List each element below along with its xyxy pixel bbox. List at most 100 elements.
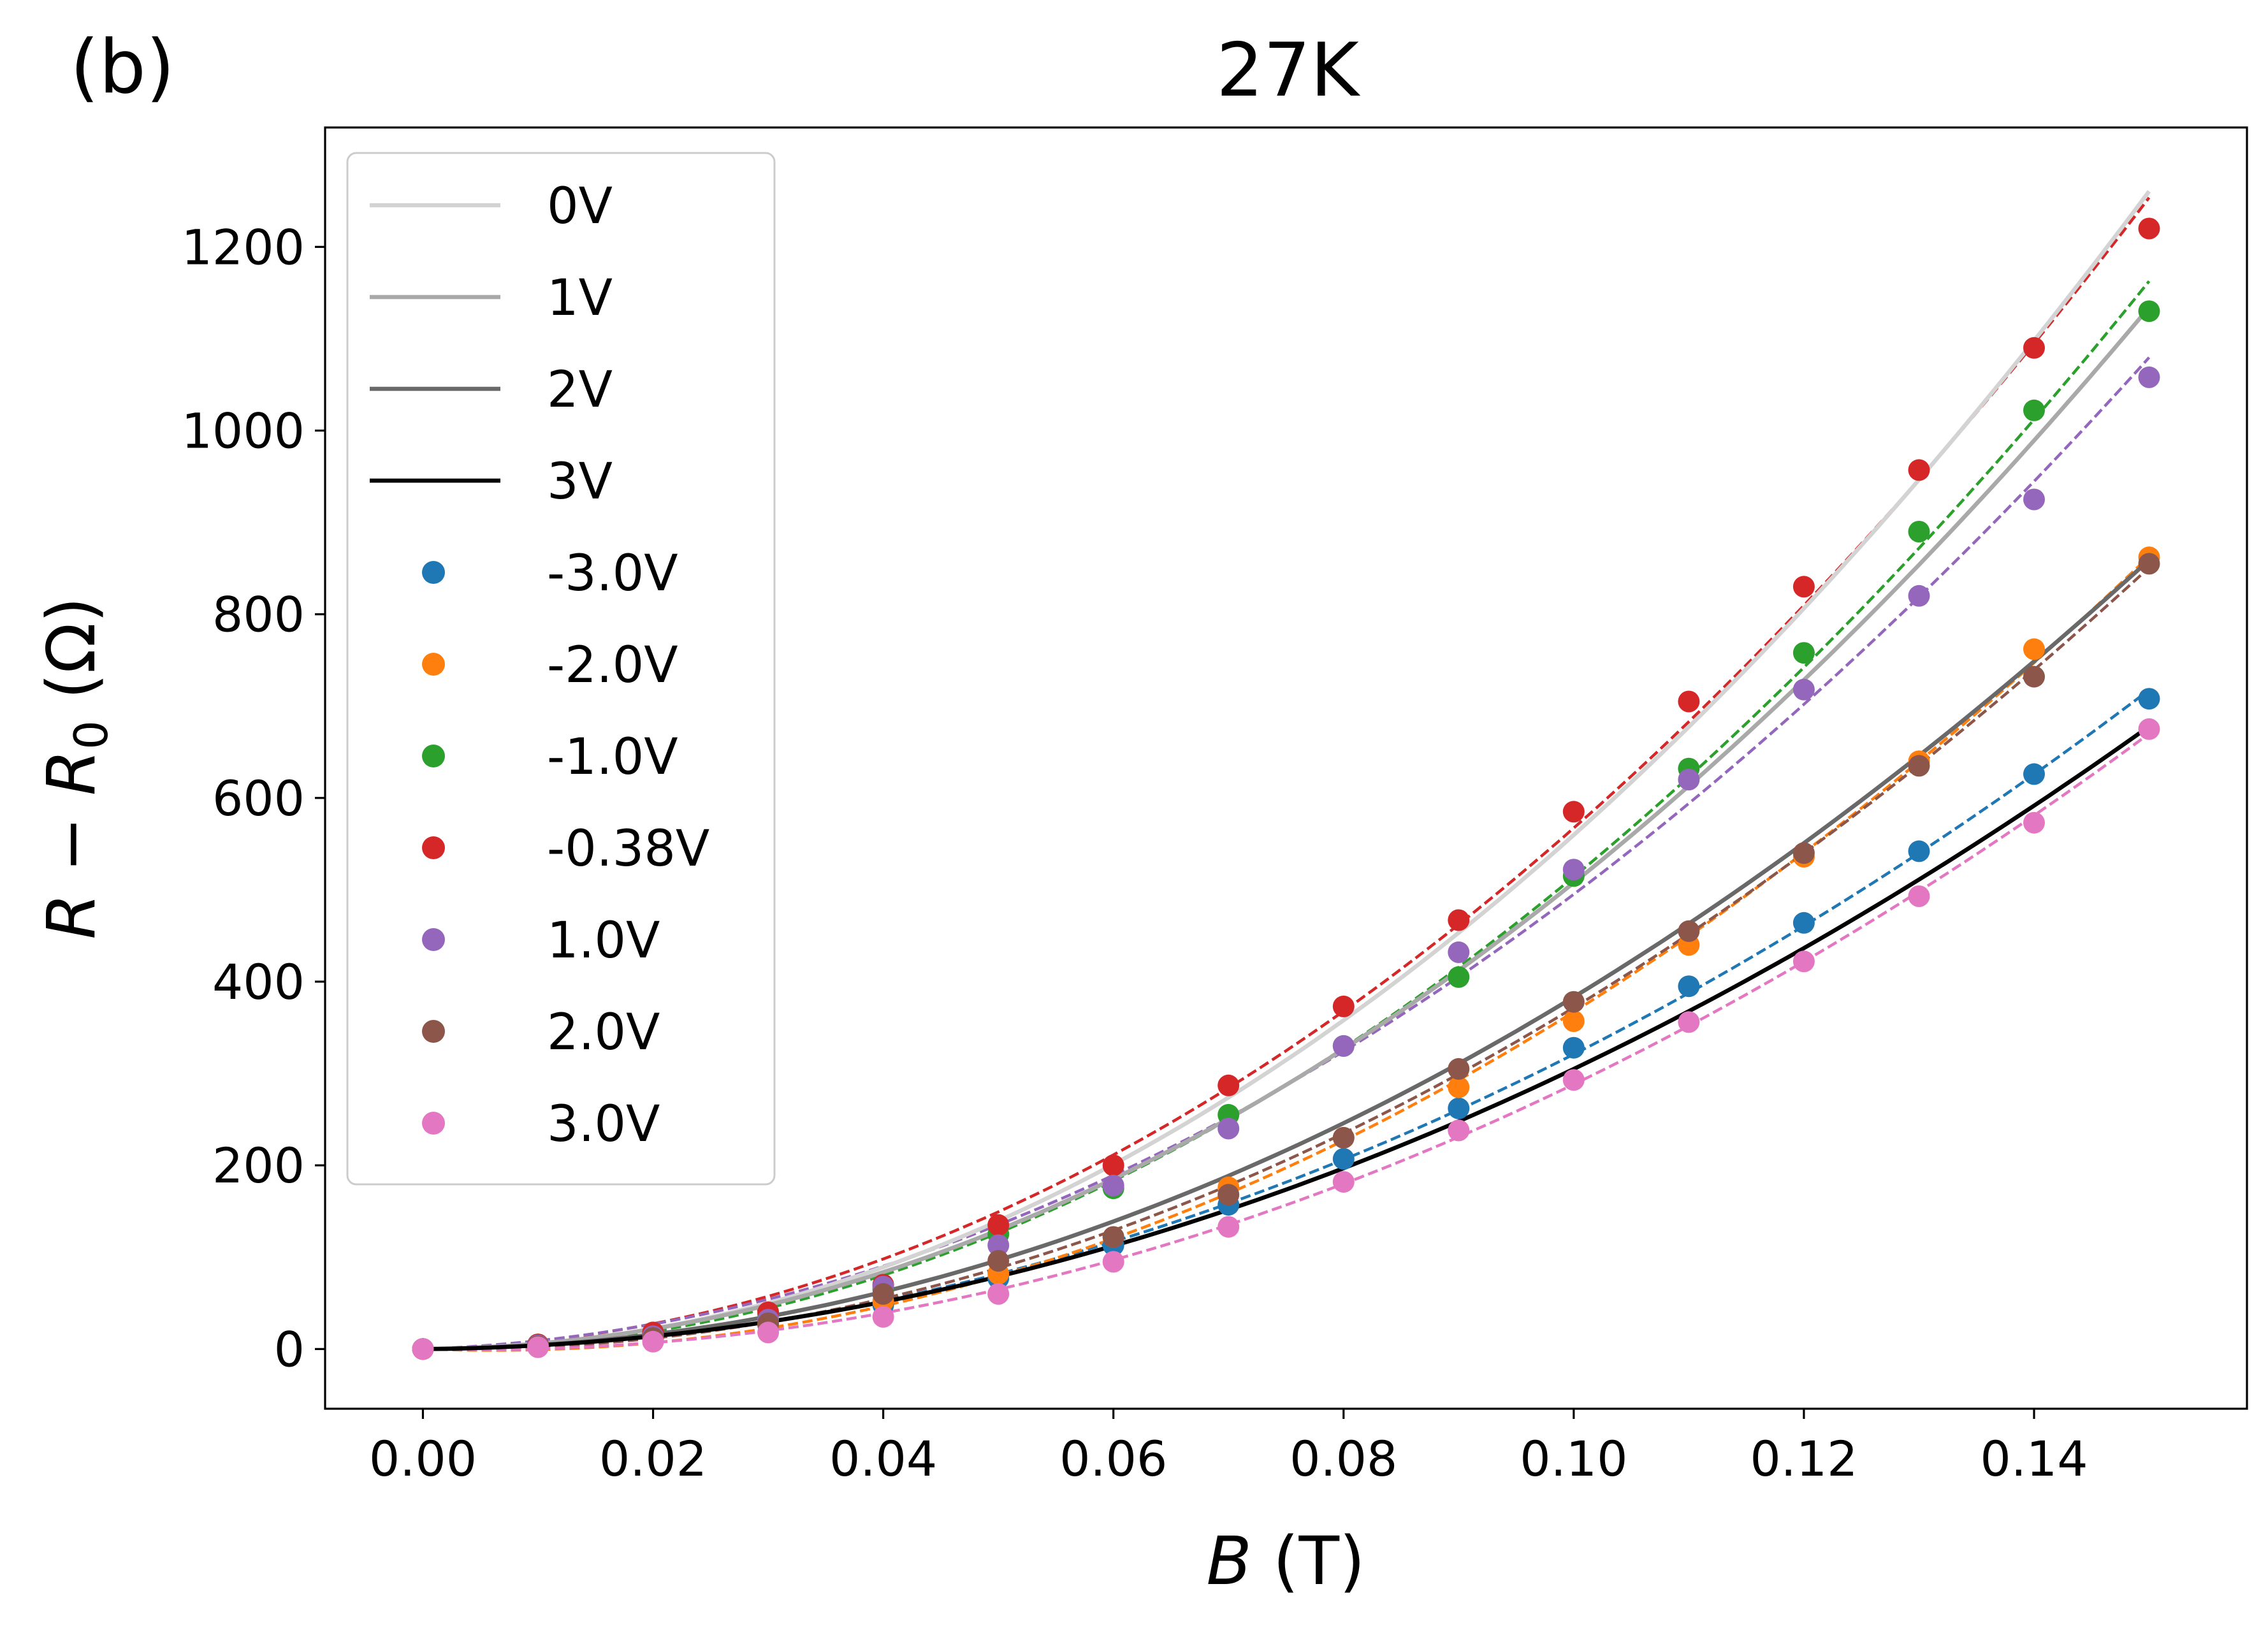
point-m2p0v [2023, 638, 2045, 660]
legend-label-3p0v: 3.0V [547, 1096, 660, 1153]
point-2p0v [2023, 665, 2045, 688]
point-m3p0v [1792, 912, 1815, 934]
point-m0p38v [2138, 217, 2160, 240]
point-m2p0v [1562, 1010, 1585, 1032]
legend-label-1v: 1V [547, 270, 613, 327]
y-axis-var: R [33, 893, 110, 939]
point-2p0v [1792, 842, 1815, 864]
point-3p0v [2138, 718, 2160, 740]
point-1p0v [2023, 488, 2045, 511]
point-m3p0v [2138, 688, 2160, 710]
point-m1p0v [1448, 966, 1470, 988]
curve-2v [423, 558, 2151, 1351]
y-tick-label: 1200 [182, 219, 305, 275]
point-3p0v [642, 1330, 664, 1353]
legend-marker-m0p38v [422, 836, 445, 859]
x-tick-label: 0.12 [1750, 1430, 1857, 1487]
point-2p0v [872, 1283, 894, 1305]
point-m3p0v [2023, 763, 2045, 785]
curve-3v [423, 724, 2151, 1351]
y-tick-label: 600 [212, 770, 305, 827]
point-m0p38v [1332, 995, 1355, 1017]
point-2p0v [1678, 920, 1700, 942]
y-axis-label: R − R0 (Ω) [33, 597, 118, 939]
point-m0p38v [1792, 576, 1815, 598]
point-m0p38v [1102, 1154, 1124, 1177]
model-curves [423, 190, 2151, 1351]
y-tick-label: 200 [212, 1137, 305, 1194]
y-axis-unit: (Ω) [33, 597, 110, 720]
point-3p0v [1102, 1251, 1124, 1273]
point-1p0v [1218, 1117, 1240, 1140]
point-1p0v [1448, 941, 1470, 963]
point-1p0v [1792, 678, 1815, 701]
legend-frame [346, 152, 776, 1186]
point-m3p0v [1678, 975, 1700, 998]
point-1p0v [1562, 859, 1585, 881]
legend-marker-m2p0v [422, 653, 445, 676]
x-axis-var: B [1206, 1522, 1251, 1600]
point-m0p38v [1562, 801, 1585, 823]
point-m1p0v [1792, 642, 1815, 664]
point-2p0v [2138, 553, 2160, 575]
legend-label-m3p0v: -3.0V [547, 545, 678, 602]
point-1p0v [1908, 585, 1930, 607]
x-tick-label: 0.00 [369, 1430, 477, 1487]
legend-marker-1p0v [422, 928, 445, 951]
curve-1v [423, 305, 2151, 1351]
y-axis-subscript: 0 [64, 720, 118, 750]
x-tick-label: 0.14 [1980, 1430, 2088, 1487]
point-1p0v [2138, 366, 2160, 388]
y-tick-label: 800 [212, 586, 305, 643]
x-tick-label: 0.04 [829, 1430, 937, 1487]
fit-line-3p0v [423, 732, 2150, 1351]
point-3p0v [412, 1338, 434, 1360]
point-3p0v [1218, 1216, 1240, 1238]
point-m3p0v [1448, 1097, 1470, 1119]
legend-marker-m1p0v [422, 745, 445, 767]
point-m0p38v [2023, 337, 2045, 359]
x-axis: 0.00 0.02 0.04 0.06 0.08 0.10 0.12 0.14 [369, 1409, 2088, 1487]
point-3p0v [1908, 885, 1930, 907]
point-3p0v [987, 1283, 1010, 1305]
legend-label-m2p0v: -2.0V [547, 637, 678, 694]
data-points [412, 217, 2160, 1360]
point-m3p0v [1332, 1148, 1355, 1170]
point-1p0v [1678, 769, 1700, 790]
point-3p0v [1678, 1011, 1700, 1033]
point-m1p0v [2138, 300, 2160, 323]
point-m0p38v [987, 1214, 1010, 1236]
point-m1p0v [1908, 521, 1930, 542]
y-axis-sub-var: R [33, 750, 110, 796]
y-tick-label: 400 [212, 954, 305, 1010]
point-2p0v [1562, 991, 1585, 1013]
x-axis-label: B (T) [1206, 1522, 1365, 1600]
point-2p0v [1218, 1184, 1240, 1206]
legend-label-m1p0v: -1.0V [547, 729, 678, 786]
x-axis-unit: (T) [1252, 1522, 1365, 1600]
point-3p0v [1448, 1119, 1470, 1142]
point-3p0v [1332, 1171, 1355, 1193]
point-1p0v [1102, 1174, 1124, 1196]
point-m0p38v [1908, 459, 1930, 481]
point-2p0v [1332, 1126, 1355, 1149]
point-2p0v [1102, 1226, 1124, 1248]
legend-marker-m3p0v [422, 561, 445, 584]
x-tick-label: 0.06 [1059, 1430, 1167, 1487]
legend-label-0v: 0V [547, 178, 613, 235]
point-2p0v [987, 1250, 1010, 1272]
legend-marker-3p0v [422, 1112, 445, 1135]
x-tick-label: 0.08 [1290, 1430, 1397, 1487]
point-1p0v [987, 1234, 1010, 1256]
point-3p0v [872, 1305, 894, 1328]
point-1p0v [1332, 1035, 1355, 1057]
panel-label: (b) [70, 24, 175, 110]
point-3p0v [757, 1321, 780, 1344]
legend-label-2p0v: 2.0V [547, 1004, 660, 1061]
legend-label-m0p38v: -0.38V [547, 820, 709, 878]
point-3p0v [2023, 811, 2045, 834]
legend: 0V 1V 2V 3V -3.0V -2.0V -1.0V -0.38V 1.0V 2.0V 3.0… [346, 152, 776, 1186]
legend-label-2v: 2V [547, 361, 613, 419]
plot-frame [324, 126, 2248, 1410]
